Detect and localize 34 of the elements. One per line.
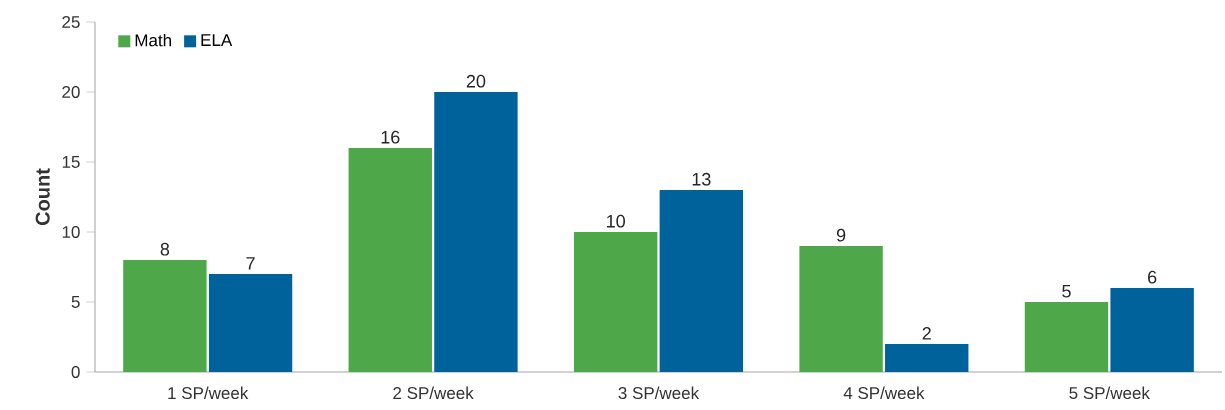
data-label: 16 — [381, 130, 400, 144]
data-label: 10 — [607, 214, 625, 228]
y-tick-label: 10 — [62, 225, 80, 238]
data-label: 20 — [466, 74, 486, 88]
bar — [348, 147, 432, 372]
data-label: 13 — [692, 172, 711, 186]
x-tick-label: 5 SP/week — [1069, 386, 1150, 400]
bar — [208, 273, 293, 372]
bar — [123, 259, 207, 372]
bar — [1110, 287, 1194, 372]
y-axis-title: Count — [35, 168, 50, 226]
y-tick-label: 15 — [62, 156, 80, 168]
bar — [799, 245, 883, 372]
data-label: 8 — [160, 242, 170, 256]
data-label: 2 — [922, 327, 931, 340]
y-tick-label: 20 — [62, 85, 80, 98]
legend-label: Math — [135, 33, 171, 47]
data-label: 7 — [246, 257, 255, 270]
bar — [885, 343, 969, 372]
bar — [1024, 301, 1109, 372]
bar — [573, 231, 658, 372]
x-tick-label: 4 SP/week — [843, 386, 925, 400]
y-tick-label: 25 — [62, 15, 80, 28]
data-label: 6 — [1148, 270, 1157, 284]
y-tick-label: 5 — [71, 296, 80, 308]
x-tick-label: 2 SP/week — [393, 386, 474, 400]
y-tick-label: 0 — [71, 365, 80, 378]
data-label: 5 — [1062, 285, 1071, 298]
legend-label: ELA — [201, 34, 233, 46]
bar — [659, 189, 744, 372]
x-tick-label: 3 SP/week — [618, 386, 700, 400]
data-label: 9 — [836, 228, 846, 242]
bar — [434, 91, 518, 372]
x-tick-label: 1 SP/week — [168, 386, 249, 400]
